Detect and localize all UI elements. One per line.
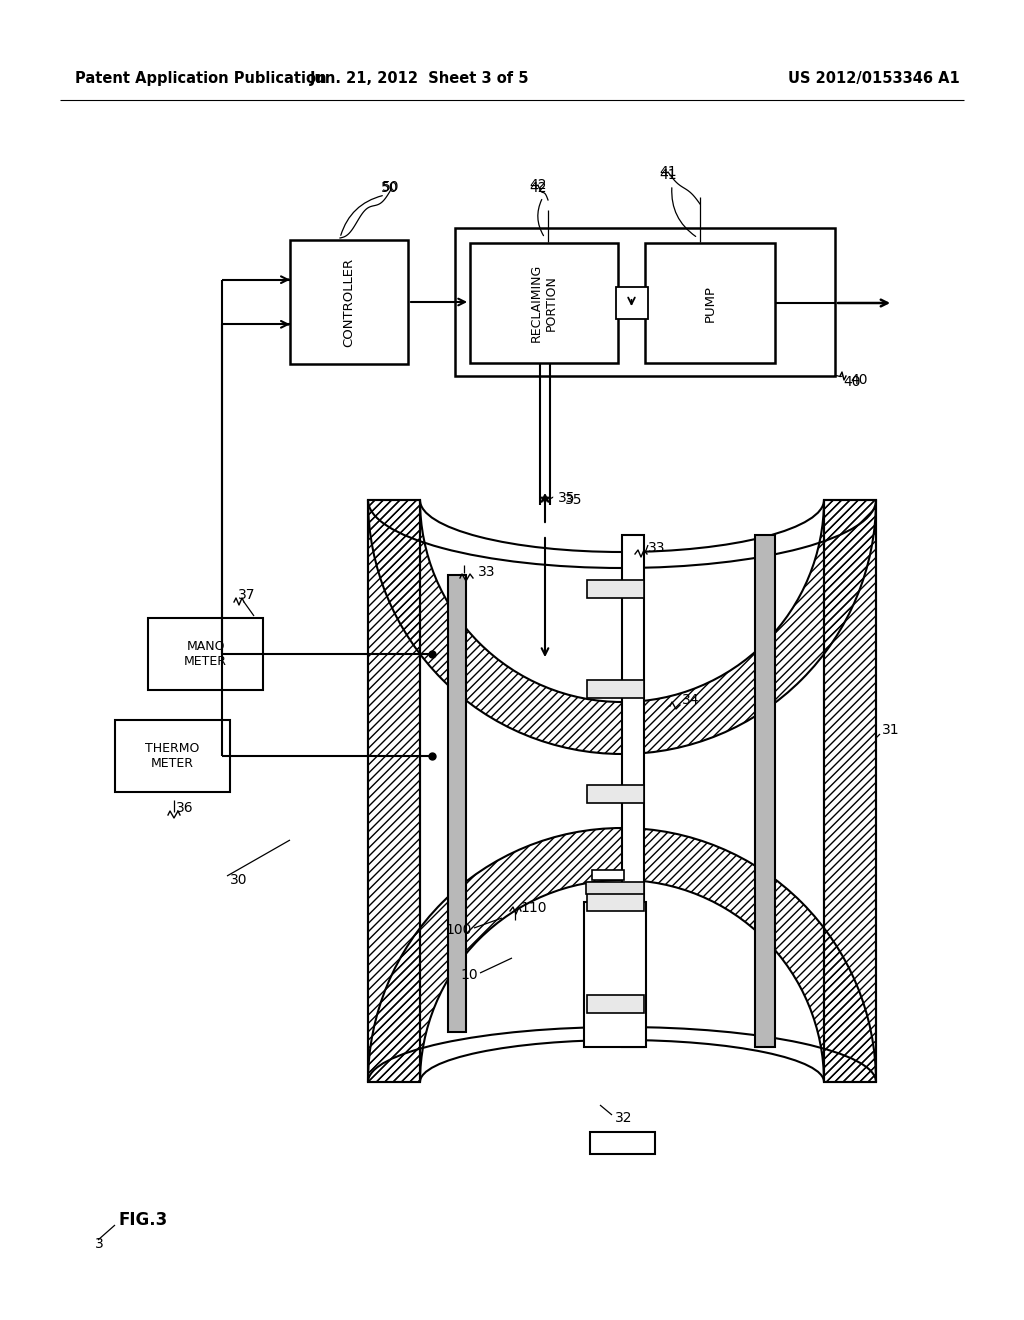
Text: 40: 40 [850, 374, 867, 387]
Text: 50: 50 [382, 180, 399, 194]
Bar [645, 243, 775, 363]
Text: 31: 31 [882, 723, 900, 737]
Bar [470, 243, 618, 363]
Bar [449, 576, 466, 1032]
Bar [590, 1133, 654, 1154]
Bar [587, 680, 644, 698]
Bar [592, 870, 624, 880]
Bar [824, 500, 876, 1082]
Text: 3: 3 [95, 1237, 103, 1251]
Text: 110: 110 [520, 902, 547, 915]
Text: 100: 100 [445, 923, 472, 937]
Ellipse shape [420, 1040, 824, 1125]
Bar [584, 902, 646, 1047]
Text: Patent Application Publication: Patent Application Publication [75, 70, 327, 86]
Text: 35: 35 [565, 492, 583, 507]
Text: 10: 10 [461, 968, 478, 982]
Text: US 2012/0153346 A1: US 2012/0153346 A1 [788, 70, 961, 86]
Bar [587, 894, 644, 911]
Text: RECLAIMING
PORTION: RECLAIMING PORTION [530, 264, 558, 342]
Text: 41: 41 [659, 165, 677, 180]
Bar [368, 500, 420, 1082]
Bar [622, 535, 644, 1047]
Text: 36: 36 [176, 801, 194, 814]
Bar [587, 579, 644, 598]
Bar [615, 286, 647, 319]
Text: 50: 50 [381, 181, 398, 195]
Bar [420, 500, 824, 1082]
Bar [587, 785, 644, 803]
Text: 33: 33 [478, 565, 496, 579]
Text: 40: 40 [843, 375, 860, 389]
Bar [586, 882, 644, 894]
Bar [290, 240, 408, 364]
Text: MANO
METER: MANO METER [184, 640, 227, 668]
Text: 42: 42 [529, 178, 547, 191]
Bar [115, 719, 230, 792]
Text: 30: 30 [230, 873, 248, 887]
Text: 32: 32 [615, 1111, 633, 1125]
Text: ∼: ∼ [831, 368, 845, 384]
Text: 33: 33 [648, 541, 666, 554]
Text: ∼: ∼ [540, 488, 554, 507]
Text: 41: 41 [659, 168, 677, 182]
Bar [455, 228, 835, 376]
Text: PUMP: PUMP [703, 285, 717, 322]
Text: Jun. 21, 2012  Sheet 3 of 5: Jun. 21, 2012 Sheet 3 of 5 [310, 70, 529, 86]
Bar [148, 618, 263, 690]
Text: 42: 42 [529, 181, 547, 195]
Ellipse shape [420, 447, 824, 552]
Text: 35: 35 [558, 491, 575, 506]
Bar [755, 535, 775, 1047]
Text: FIG.3: FIG.3 [118, 1210, 167, 1229]
Text: 37: 37 [238, 587, 256, 602]
Text: CONTROLLER: CONTROLLER [342, 257, 355, 347]
Text: 34: 34 [682, 693, 699, 708]
Bar [587, 995, 644, 1012]
Text: THERMO
METER: THERMO METER [145, 742, 200, 770]
